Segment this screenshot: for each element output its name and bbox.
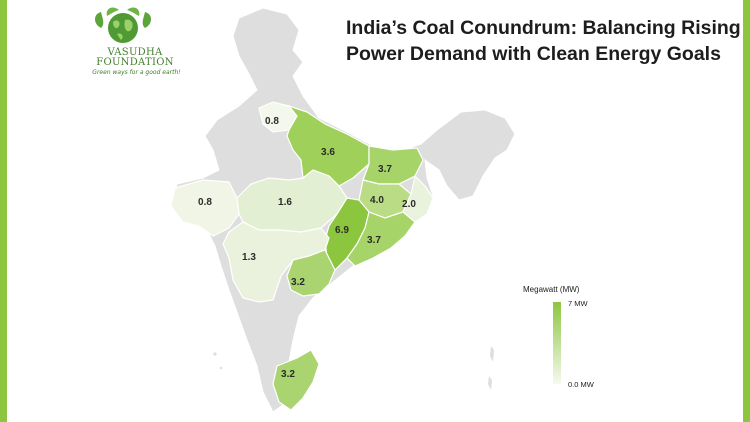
legend-title: Megawatt (MW) (523, 285, 580, 294)
state-chhattisgarh (324, 197, 370, 271)
state-label-uttar-pradesh: 3.6 (321, 147, 335, 158)
page-frame: VASUDHA FOUNDATION Green ways for a good… (7, 0, 743, 422)
state-label-odisha: 3.7 (367, 235, 381, 246)
state-bihar (362, 145, 424, 185)
state-west-bengal (402, 174, 434, 223)
page-title: India’s Coal Conundrum: Balancing Rising… (346, 17, 741, 65)
state-odisha (346, 211, 416, 267)
state-label-uttarakhand: 0.8 (265, 116, 279, 127)
logo: VASUDHA FOUNDATION Green ways for a good… (75, 6, 195, 76)
state-label-bihar: 3.7 (378, 164, 392, 175)
state-label-telangana: 3.2 (291, 277, 305, 288)
state-tamil-nadu (272, 349, 320, 411)
india-map: 0.8 3.6 3.7 0.8 1.6 4.0 2.0 6.9 3.7 1.3 … (170, 7, 516, 413)
globe-leaves-icon (95, 7, 151, 43)
state-telangana (286, 249, 336, 297)
state-label-tamil-nadu: 3.2 (281, 369, 295, 380)
state-label-chhattisgarh: 6.9 (335, 225, 349, 236)
lakshadweep-islands (219, 366, 223, 370)
state-label-west-bengal: 2.0 (402, 199, 416, 210)
state-gujarat (170, 179, 240, 237)
logo-tagline: Green ways for a good earth! (92, 69, 181, 76)
andaman-islands (488, 346, 494, 390)
state-label-maharashtra: 1.3 (242, 252, 256, 263)
state-label-gujarat: 0.8 (198, 197, 212, 208)
logo-name: VASUDHA (107, 47, 163, 58)
state-label-jharkhand: 4.0 (370, 195, 384, 206)
state-label-madhya-pradesh: 1.6 (278, 197, 292, 208)
logo-name-line2: FOUNDATION (96, 57, 174, 68)
legend-min-label: 0.0 MW (568, 380, 594, 389)
legend-color-scale (553, 302, 561, 384)
legend-max-label: 7 MW (568, 299, 588, 308)
lakshadweep-islands (213, 352, 217, 356)
